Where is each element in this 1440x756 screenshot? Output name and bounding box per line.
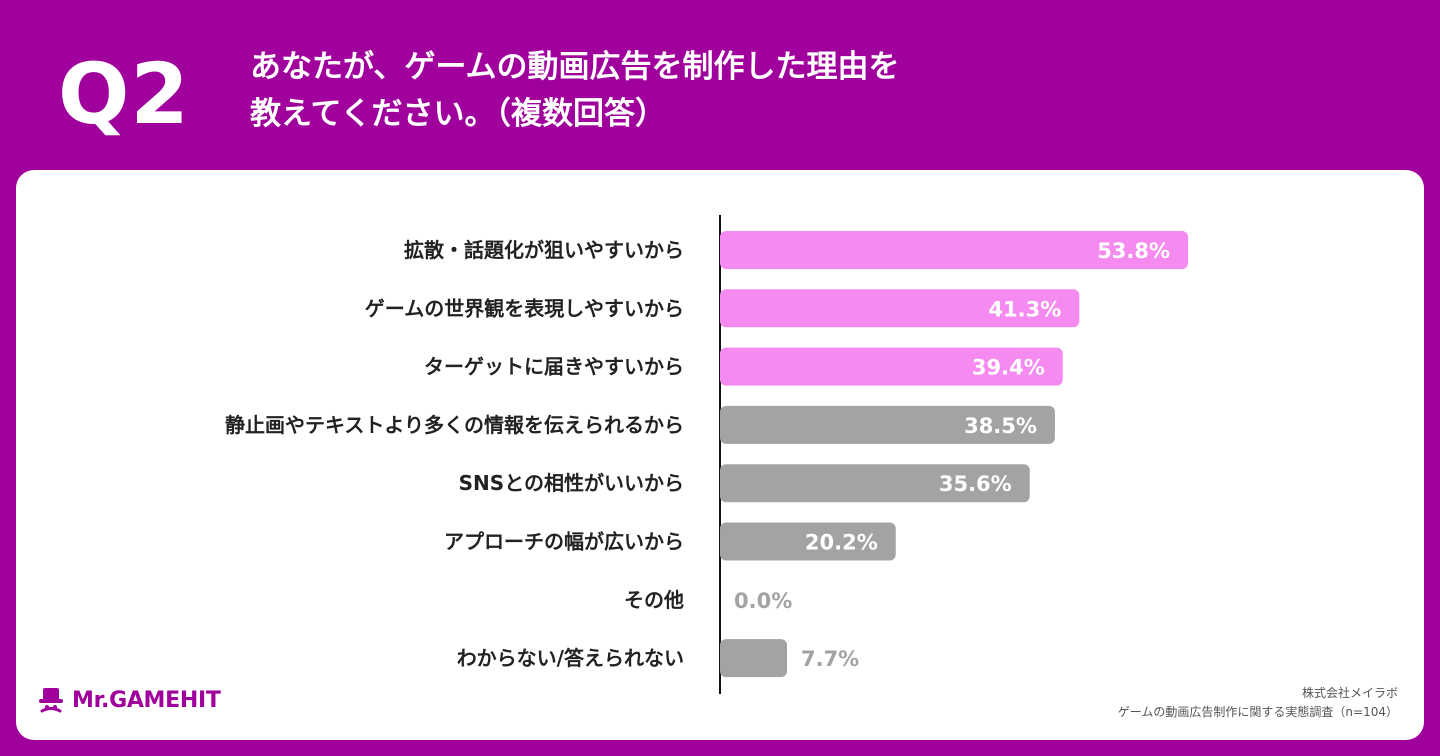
category-label: ターゲットに届きやすいから xyxy=(424,355,684,379)
value-label: 38.5% xyxy=(964,414,1037,438)
value-label: 35.6% xyxy=(939,472,1012,496)
bar xyxy=(720,405,1055,444)
value-label: 39.4% xyxy=(972,356,1045,380)
brand-logo: Mr.GAMEHIT xyxy=(36,686,221,714)
category-label: アプローチの幅が広いから xyxy=(444,530,684,554)
chart-card: 拡散・話題化が狙いやすいから 53.8% ゲームの世界観を表現しやすいから 41.3%… xyxy=(16,170,1424,740)
value-label: 41.3% xyxy=(988,297,1061,321)
bar xyxy=(720,522,896,561)
bar xyxy=(720,347,1063,386)
category-label: SNSとの相性がいいから xyxy=(459,471,684,495)
bar-chart: 拡散・話題化が狙いやすいから 53.8% ゲームの世界観を表現しやすいから 41.3%… xyxy=(225,215,1189,694)
question-title-line-1: あなたが、ゲームの動画広告を制作した理由を xyxy=(250,49,900,85)
question-title-line-2: 教えてください。（複数回答） xyxy=(250,96,667,132)
category-label: 静止画やテキストより多くの情報を伝えられるから xyxy=(225,413,684,437)
category-label: 拡散・話題化が狙いやすいから xyxy=(404,238,684,262)
value-label: 20.2% xyxy=(805,531,878,555)
question-number: Q2 xyxy=(58,45,190,143)
category-label: その他 xyxy=(624,588,684,612)
category-label: ゲームの世界観を表現しやすいから xyxy=(365,296,684,320)
value-label: 0.0% xyxy=(734,589,792,613)
bar xyxy=(720,639,787,678)
value-label: 7.7% xyxy=(801,647,859,671)
bar xyxy=(720,231,1189,269)
bar xyxy=(720,289,1080,328)
question-title: あなたが、ゲームの動画広告を制作した理由を 教えてください。（複数回答） xyxy=(250,44,899,138)
source-company: 株式会社メイラボ xyxy=(1301,686,1398,700)
category-label: わからない/答えられない xyxy=(457,646,684,670)
value-label: 53.8% xyxy=(1097,239,1170,263)
logo-text: Mr.GAMEHIT xyxy=(72,687,221,713)
source-survey: ゲームの動画広告制作に関する実態調査（n=104） xyxy=(1117,705,1398,719)
source-note: 株式会社メイラボ ゲームの動画広告制作に関する実態調査（n=104） xyxy=(1118,684,1398,722)
mascot-hat-icon xyxy=(39,688,63,713)
bar xyxy=(720,464,1030,503)
